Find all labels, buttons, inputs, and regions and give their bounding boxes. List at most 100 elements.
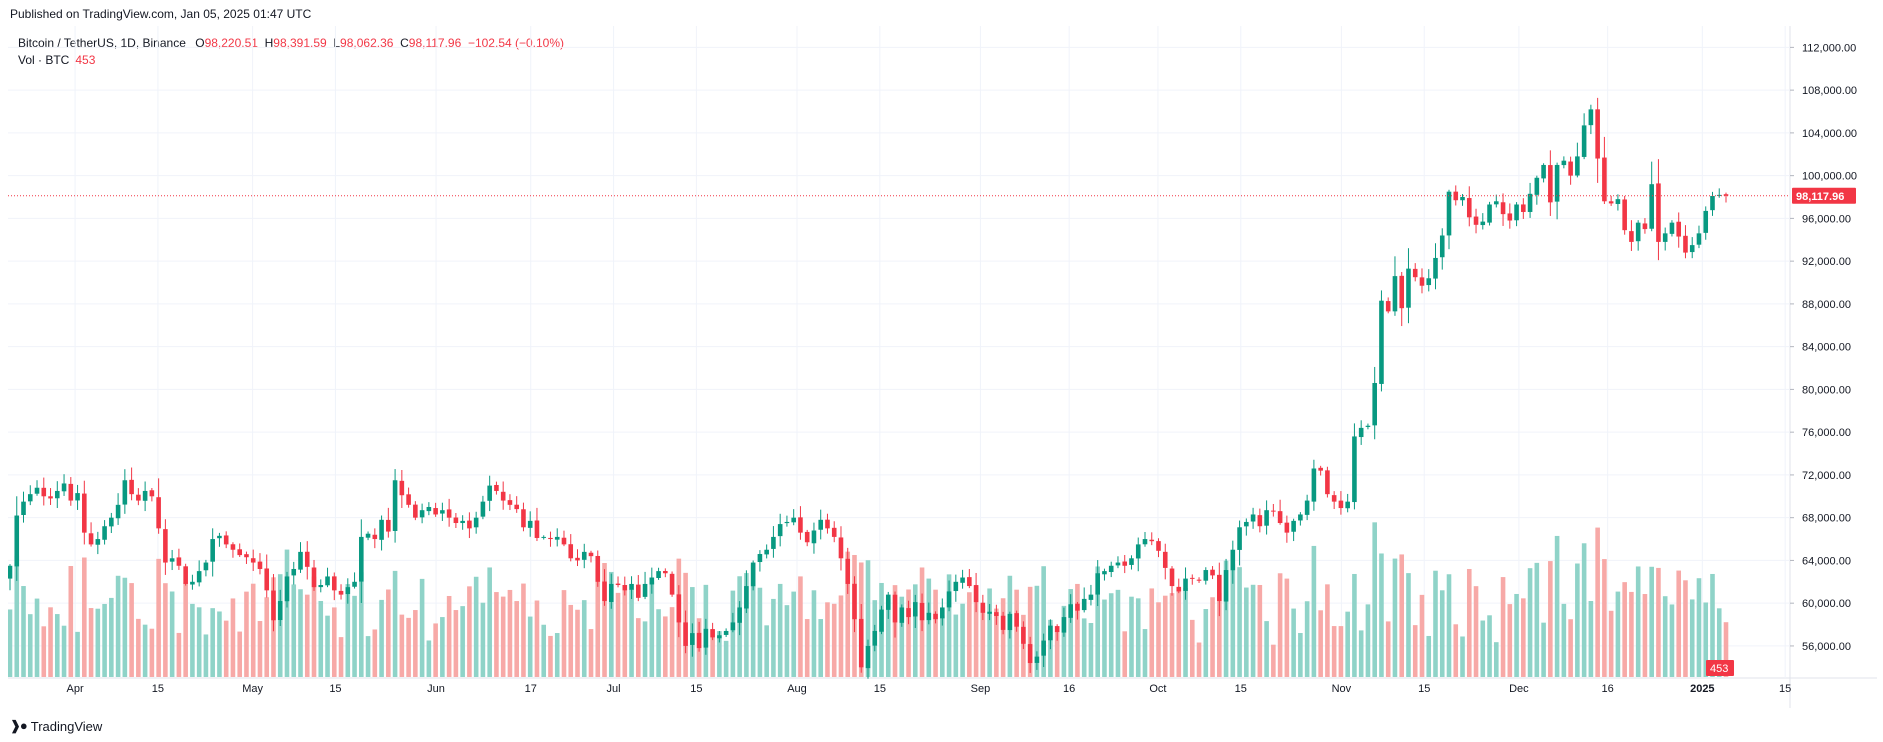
y-tick-label: 92,000.00 <box>1802 256 1851 268</box>
candle-body <box>399 480 405 496</box>
volume-bar <box>1588 601 1594 677</box>
volume-bar <box>1372 522 1377 677</box>
volume-bar <box>190 603 195 677</box>
candle-body <box>217 535 222 539</box>
brand[interactable]: ❱● TradingView <box>10 718 102 734</box>
x-tick-label: 15 <box>1779 683 1791 695</box>
volume-bar <box>1088 623 1094 677</box>
volume-bar <box>750 564 756 677</box>
candle-body <box>912 602 918 617</box>
volume-bar <box>548 635 553 677</box>
candle-body <box>933 613 938 620</box>
candle-body <box>757 554 763 563</box>
candle-body <box>264 568 270 591</box>
candle-body <box>967 577 972 587</box>
candle-body <box>845 558 851 584</box>
candle-body <box>379 519 384 540</box>
candle-body <box>838 537 844 559</box>
volume-bar <box>1365 604 1371 677</box>
volume-bar <box>1642 594 1648 677</box>
volume-bar <box>791 591 796 677</box>
volume-bar <box>1223 560 1229 677</box>
change-value: −102.54 (−0.10%) <box>467 36 565 50</box>
volume-bar <box>764 625 769 677</box>
volume-bar <box>1548 561 1553 677</box>
candle-body <box>1102 571 1107 575</box>
last-volume-label: 453 <box>1710 663 1728 675</box>
candle-body <box>190 581 195 585</box>
candle-body <box>250 558 256 563</box>
volume-bar <box>210 608 215 677</box>
candle-body <box>230 544 236 550</box>
candle-body <box>703 628 709 648</box>
candle-body <box>1271 510 1276 512</box>
candle-body <box>304 551 310 567</box>
volume-bar <box>1554 535 1560 677</box>
volume-bar <box>1689 599 1695 677</box>
x-tick-label: Oct <box>1149 683 1166 695</box>
candle-body <box>1710 195 1715 211</box>
candle-body <box>852 583 857 620</box>
volume-bar <box>940 615 945 677</box>
candle-body <box>318 585 324 588</box>
candle-body <box>1656 183 1661 242</box>
volume-bar <box>61 625 67 677</box>
candle-body <box>136 494 141 501</box>
candle-body <box>1081 598 1087 611</box>
chart-frame[interactable]: 56,000.00 60,000.00 64,000.00 68,000.00 72,0… <box>8 26 1877 708</box>
y-tick-label: 84,000.00 <box>1802 342 1851 354</box>
volume-bar <box>1446 574 1452 677</box>
volume-bar <box>1203 609 1209 677</box>
candle-body <box>48 496 53 499</box>
volume-bar <box>1271 644 1276 677</box>
candle-body <box>1325 470 1330 495</box>
candle-body <box>946 591 952 608</box>
open-label: O <box>195 36 205 50</box>
volume-bar <box>615 592 621 677</box>
candle-body <box>973 585 979 603</box>
volume-bar <box>777 583 783 677</box>
candle-body <box>1608 201 1614 204</box>
candle-body <box>548 537 553 540</box>
x-tick-label: Jul <box>607 683 621 695</box>
volume-bar <box>1230 564 1236 677</box>
volume-bar <box>298 589 303 677</box>
volume-bar <box>845 551 851 677</box>
candle-body <box>690 633 695 645</box>
volume-bar <box>1358 630 1364 677</box>
candle-body <box>1203 570 1209 581</box>
volume-bar <box>1027 586 1033 677</box>
candle-body <box>1406 268 1411 308</box>
volume-bar <box>568 604 574 677</box>
volume-bar <box>831 603 837 677</box>
candle-body <box>683 622 688 646</box>
candle-body <box>1217 574 1222 602</box>
candle-body <box>1575 156 1580 176</box>
volume-bar <box>1703 602 1709 677</box>
candle-body <box>1480 221 1486 226</box>
candle-body <box>858 618 864 668</box>
volume-bar <box>1662 596 1668 677</box>
candle-body <box>1358 427 1364 438</box>
volume-bar <box>325 615 330 677</box>
candle-body <box>1189 577 1195 579</box>
candle-body <box>791 517 796 523</box>
candle-body <box>446 509 452 518</box>
volume-bar <box>1217 593 1222 677</box>
candle-body <box>473 517 479 528</box>
price-chart[interactable]: 56,000.00 60,000.00 64,000.00 68,000.00 72,0… <box>8 26 1877 708</box>
candle-body <box>1473 216 1479 225</box>
candle-body <box>663 570 668 574</box>
volume-bar <box>1406 573 1411 677</box>
candle-body <box>784 521 790 524</box>
volume-value: 453 <box>75 53 96 67</box>
volume-bar <box>541 624 547 677</box>
volume-bar <box>223 620 229 677</box>
candle-body <box>615 583 621 586</box>
candle-body <box>879 609 884 632</box>
candle-body <box>798 517 803 533</box>
volume-bar <box>1656 567 1661 677</box>
x-tick-label: 15 <box>690 683 702 695</box>
volume-bar <box>865 560 871 677</box>
y-tick-label: 112,000.00 <box>1802 42 1856 54</box>
